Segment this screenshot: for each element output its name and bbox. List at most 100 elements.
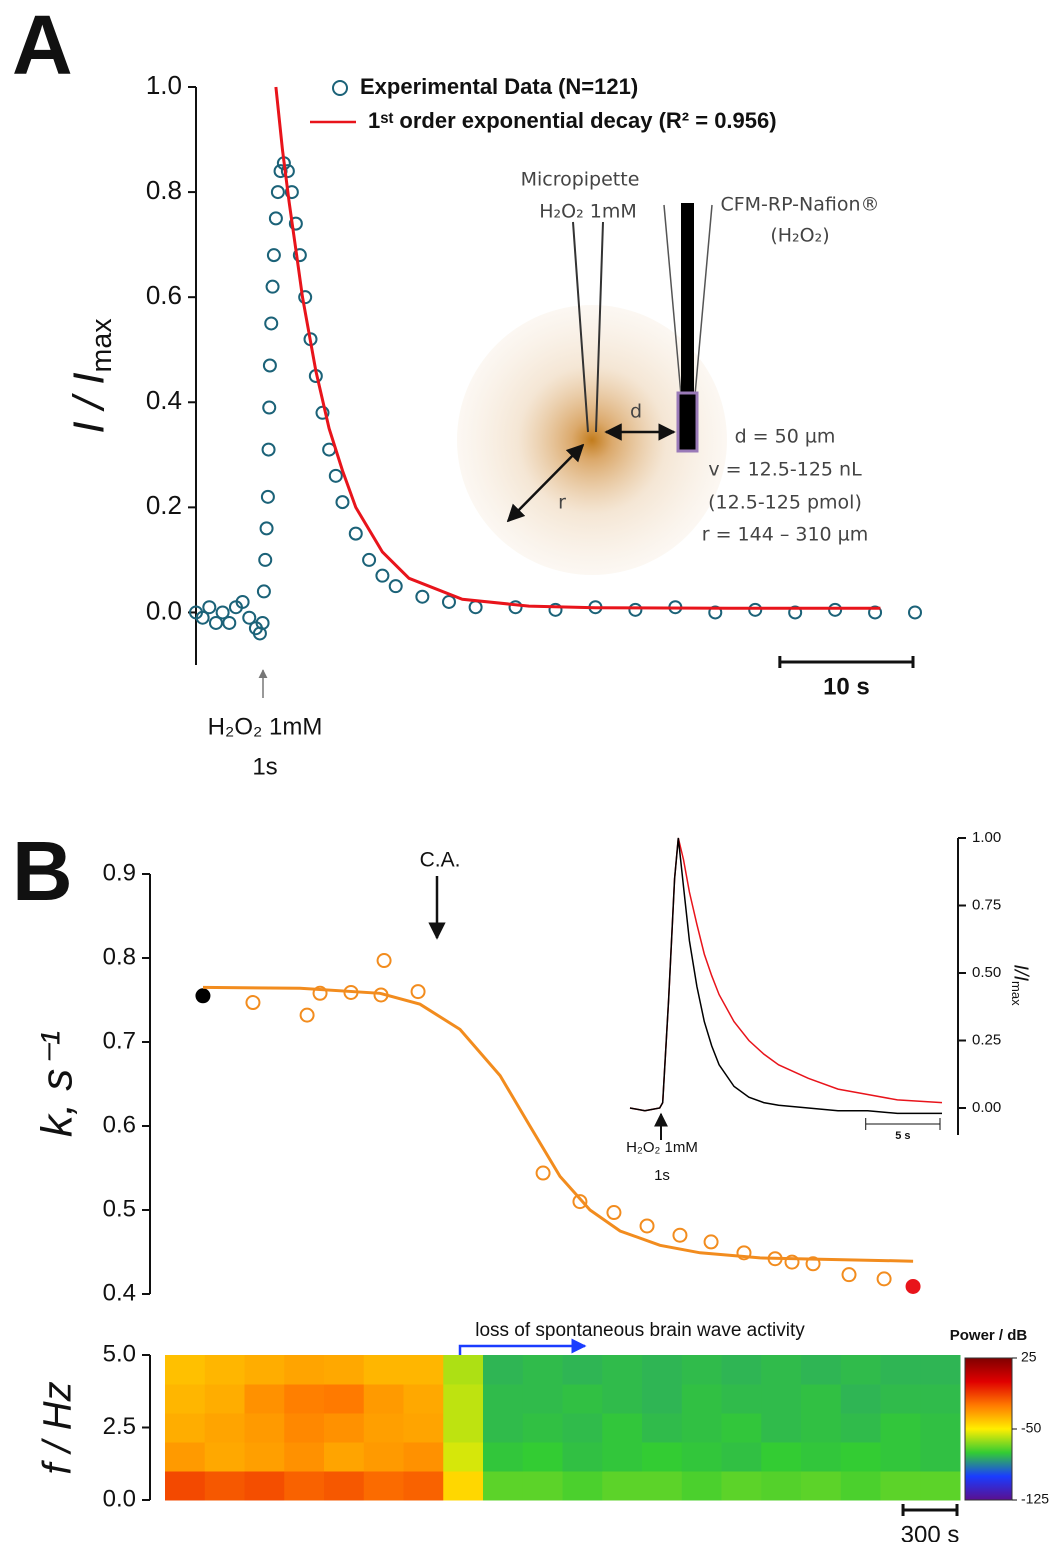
colorbar-tick-label: -50 [1021,1420,1041,1436]
y-tick-label: 0.4 [146,385,182,415]
heatmap-cell [840,1442,881,1472]
heatmap-cell [204,1442,245,1472]
data-point [508,600,523,615]
heatmap-cell [721,1355,762,1385]
diagram-label: r = 144 – 310 µm [702,524,869,546]
y-tick-label: 2.5 [103,1413,136,1440]
legend-label: Experimental Data (N=121) [360,74,638,99]
data-point [828,602,843,617]
heatmap-cell [522,1471,563,1501]
data-point [202,600,217,615]
heatmap-cell [443,1471,484,1501]
data-point [905,1278,921,1294]
data-point [262,358,277,373]
radius-arrow [506,443,585,523]
data-point [288,216,303,231]
y-tick-label: 0.8 [103,943,136,970]
data-point [259,521,274,536]
heatmap-cell [880,1355,921,1385]
diagram-label: (12.5-125 pmol) [708,492,862,514]
data-point [262,400,277,415]
y-tick-label: 0.75 [972,896,1001,913]
heatmap-cell [522,1355,563,1385]
heatmap-cell [642,1413,683,1443]
data-point [315,405,330,420]
y-axis-label: k, s⁻¹ [33,1031,82,1137]
heatmap-cell [363,1413,404,1443]
heatmap-cell [443,1355,484,1385]
series-line [202,985,914,1263]
y-tick-label: 0.8 [146,175,182,205]
y-tick-label: 0.5 [103,1195,136,1222]
heatmap-cell [244,1384,285,1414]
heatmap-cell [284,1355,325,1385]
heatmap-cell [363,1471,404,1501]
diagram-label: r [558,492,566,514]
data-point [215,605,230,620]
data-point [298,290,313,305]
data-point [284,185,299,200]
data-point [410,984,426,1000]
heatmap-cell [165,1471,206,1501]
data-point [312,985,328,1001]
heatmap-cell [721,1413,762,1443]
data-point [468,600,483,615]
data-point [703,1234,719,1250]
data-point [672,1227,688,1243]
data-point [868,605,883,620]
heatmap-cell [681,1355,722,1385]
heatmap-cell [244,1355,285,1385]
heatmap-cell [840,1471,881,1501]
heatmap-cell [721,1442,762,1472]
data-point [208,615,223,630]
data-point [258,552,273,567]
y-tick-label: 0.6 [103,1111,136,1138]
diagram-label: H₂O₂ 1mM [539,201,637,223]
heatmap-cell [920,1413,961,1443]
heatmap-cell [761,1355,802,1385]
annotation: C.A. [420,849,461,872]
y-tick-label: 0.50 [972,964,1001,981]
colorbar [964,1357,1013,1501]
heatmap-cell [681,1384,722,1414]
y-tick-label: 0.00 [972,1099,1001,1116]
heatmap-cell [721,1471,762,1501]
data-point [748,602,763,617]
data-point [441,594,456,609]
heatmap-cell [483,1355,524,1385]
heatmap-cell [840,1355,881,1385]
heatmap-cell [562,1355,603,1385]
annotation: loss of spontaneous brain wave activity [475,1320,805,1341]
data-point [415,589,430,604]
heatmap-cell [284,1384,325,1414]
data-point [736,1245,752,1261]
arrows [258,669,668,1368]
heatmap-cell [681,1413,722,1443]
heatmap-cell [642,1355,683,1385]
panel-letter: A [12,0,73,92]
data-point [195,610,210,625]
scale-bar [778,656,915,668]
data-point [841,1267,857,1283]
annotation: 1s [654,1167,670,1184]
annotation: 1s [252,753,277,780]
heatmap-cell [880,1471,921,1501]
diagram-label: d [630,401,642,423]
colorbar-tick-label: -125 [1021,1491,1049,1507]
data-point [268,211,283,226]
data-point [639,1218,655,1234]
heatmap-cell [403,1355,444,1385]
heatmap-cell [363,1355,404,1385]
heatmap-cell [324,1413,365,1443]
heatmap-cell [880,1442,921,1472]
y-tick-label: 0.2 [146,490,182,520]
heatmap-cell [204,1355,245,1385]
data-point [222,615,237,630]
heatmap-cell [801,1355,842,1385]
heatmap-cell [801,1384,842,1414]
data-point [788,605,803,620]
data-point [266,248,281,263]
diagram-label: (H₂O₂) [770,225,829,247]
heatmap-cell [324,1442,365,1472]
